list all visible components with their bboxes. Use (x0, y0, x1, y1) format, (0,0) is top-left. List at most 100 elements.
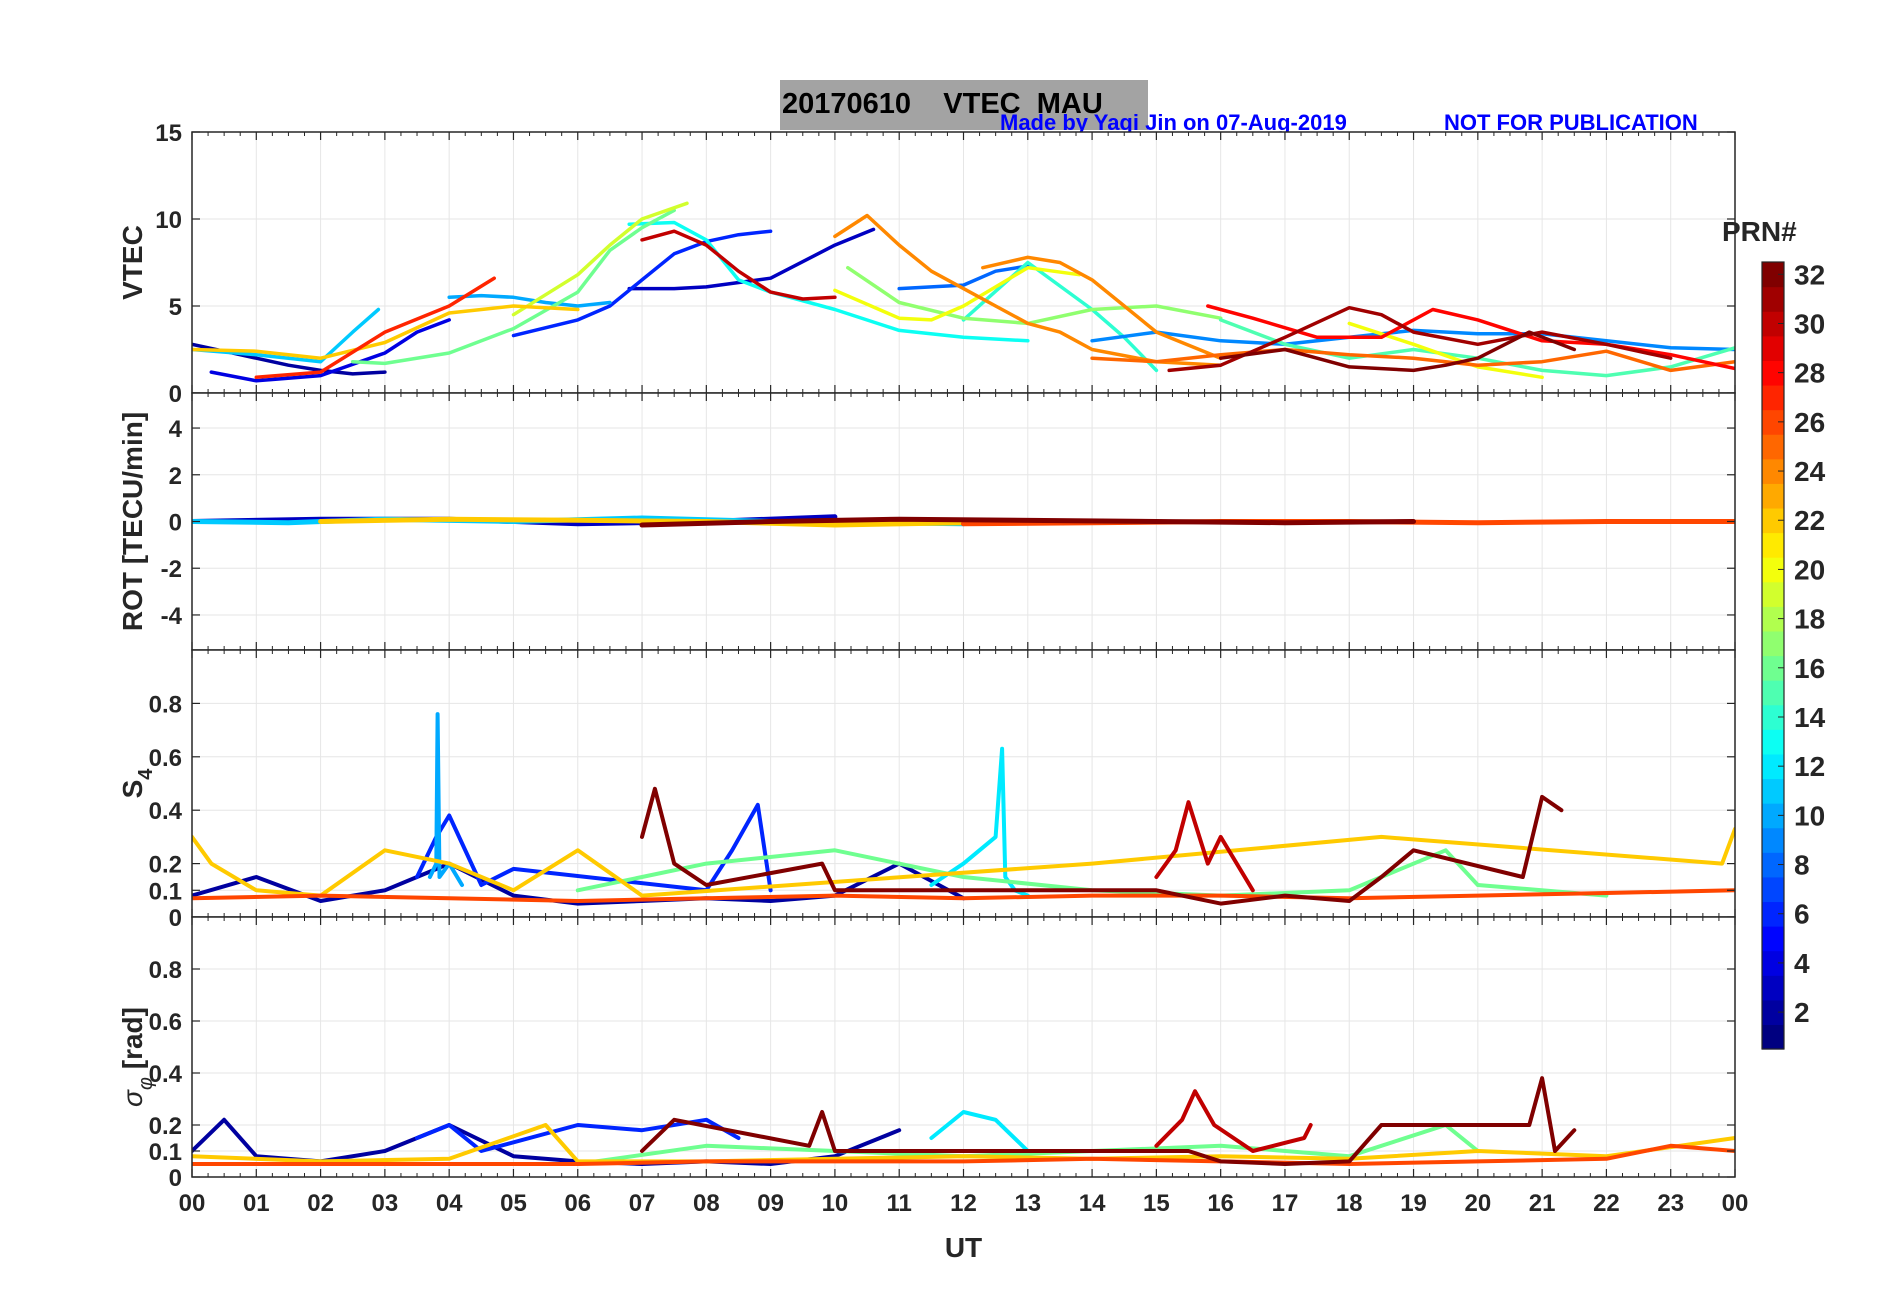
colorbar-segment-prn-28 (1762, 360, 1784, 386)
colorbar-segment-prn-7 (1762, 876, 1784, 903)
colorbar-tick-label: 20 (1794, 554, 1825, 585)
colorbar-segment-prn-17 (1762, 630, 1784, 657)
x-tick-label: 00 (1722, 1190, 1749, 1217)
y-tick-label: 0.1 (149, 878, 182, 905)
series-group (192, 201, 1735, 383)
colorbar-tick-label: 26 (1794, 407, 1825, 438)
colorbar-segment-prn-4 (1762, 950, 1784, 976)
data-series-prn-10 (427, 712, 464, 887)
data-series-prn-27 (254, 276, 496, 380)
colorbar-tick-label: 6 (1794, 899, 1810, 930)
colorbar-segment-prn-14 (1762, 704, 1784, 730)
y-axis-label-main: S (117, 780, 148, 799)
series-group (192, 514, 1735, 528)
data-series-prn-31 (1167, 305, 1673, 373)
y-tick-label: 0.6 (149, 745, 182, 772)
x-tick-label: 13 (1014, 1190, 1041, 1217)
colorbar-segment-prn-13 (1762, 729, 1784, 755)
data-series-prn-32 (640, 786, 1564, 906)
colorbar-segment-prn-15 (1762, 680, 1784, 706)
data-series-prn-26 (192, 888, 1735, 903)
colorbar-title: PRN# (1722, 216, 1797, 247)
colorbar-segment-prn-20 (1762, 557, 1784, 583)
data-series-prn-32 (1218, 330, 1577, 373)
series-group (192, 712, 1735, 906)
data-series-prn-30 (640, 229, 837, 301)
x-tick-label: 07 (629, 1190, 656, 1217)
y-tick-label: 0 (169, 381, 182, 408)
y-tick-label: 5 (169, 294, 182, 321)
colorbar-segment-prn-12 (1762, 753, 1784, 780)
data-series-prn-19 (511, 201, 689, 317)
colorbar-segment-prn-11 (1762, 778, 1784, 804)
colorbar-tick-label: 22 (1794, 505, 1825, 536)
y-axis-label: VTEC (117, 225, 148, 300)
y-axis-label-sigma: σ (117, 1089, 148, 1107)
data-series-prn-16 (350, 208, 676, 366)
colorbar-segment-prn-32 (1762, 262, 1784, 288)
data-series-prn-3 (627, 227, 876, 291)
x-tick-label: 00 (179, 1190, 206, 1217)
y-axis-label: σφ [rad] (117, 1007, 157, 1107)
y-axis-label: ROT [TECU/min] (117, 412, 148, 631)
colorbar-segment-prn-10 (1762, 803, 1784, 829)
colorbar-segment-prn-2 (1762, 999, 1784, 1026)
x-tick-label: 11 (887, 1190, 912, 1217)
figure-title: 20170610 VTEC MAU (782, 88, 1103, 121)
y-tick-label: 2 (169, 463, 182, 490)
colorbar-tick-label: 14 (1794, 702, 1826, 733)
y-tick-label: -2 (161, 556, 182, 583)
colorbar-segment-prn-27 (1762, 384, 1784, 411)
data-series-prn-10 (447, 293, 612, 308)
data-series-prn-2 (192, 1117, 902, 1166)
title-station: MAU (1036, 88, 1103, 120)
x-tick-label: 10 (822, 1190, 849, 1217)
colorbar-tick-label: 32 (1794, 259, 1825, 290)
data-series-prn-22 (192, 1123, 1735, 1164)
y-tick-label: 0.2 (149, 1113, 182, 1140)
y-tick-label: 0.8 (149, 691, 182, 718)
x-tick-label: 15 (1143, 1190, 1170, 1217)
colorbar-segment-prn-31 (1762, 286, 1784, 312)
y-tick-label: 0 (169, 1165, 182, 1192)
colorbar-tick-label: 18 (1794, 604, 1825, 635)
x-tick-label: 20 (1464, 1190, 1491, 1217)
title-date: 20170610 (782, 88, 912, 120)
data-series-prn-20 (1347, 321, 1544, 380)
panel-s4: 00.10.2 0.4 0.6 0.8 S4 (117, 649, 1736, 932)
data-series-prn-24 (981, 255, 1223, 360)
x-tick-label: 01 (243, 1190, 270, 1217)
colorbar-segment-prn-22 (1762, 507, 1784, 534)
data-series-prn-30 (1154, 1089, 1313, 1153)
data-series-prn-25 (1090, 347, 1735, 373)
colorbar-segment-prn-9 (1762, 827, 1784, 853)
colorbar-segment-prn-21 (1762, 532, 1784, 558)
colorbar-segment-prn-3 (1762, 975, 1784, 1001)
x-tick-label: 04 (436, 1190, 463, 1217)
colorbar-segment-prn-5 (1762, 926, 1784, 952)
colorbar-segment-prn-30 (1762, 311, 1784, 337)
credit-text: Made by Yaqi Jin on 07-Aug-2019 (1000, 110, 1347, 135)
colorbar-segment-prn-8 (1762, 852, 1784, 878)
x-tick-label: 21 (1529, 1190, 1556, 1217)
colorbar-frame (1761, 261, 1785, 1050)
data-series-prn-22 (192, 304, 580, 360)
data-series-prn-32 (639, 516, 1416, 528)
panel-rot: -4 -2 0 2 4 ROT [TECU/min] (117, 392, 1736, 651)
x-tick-label: 17 (1272, 1190, 1299, 1217)
x-tick-label: 16 (1207, 1190, 1234, 1217)
colorbar-tick-label: 16 (1794, 653, 1825, 684)
title-box (780, 80, 1148, 130)
data-series-prn-8 (897, 264, 1030, 291)
data-series-prn-30 (1154, 800, 1255, 893)
x-tick-label: 03 (372, 1190, 399, 1217)
colorbar-segment-prn-6 (1762, 901, 1784, 927)
colorbar-tick-label: 4 (1794, 948, 1810, 979)
y-tick-label: 4 (169, 416, 183, 443)
colorbar-segment-prn-29 (1762, 335, 1784, 361)
x-axis-label: UT (945, 1232, 982, 1263)
y-axis-label-unit: [rad] (117, 1007, 148, 1077)
x-tick-label: 23 (1657, 1190, 1684, 1217)
colorbar-tick-label: 8 (1794, 850, 1810, 881)
y-axis-label-sub: 4 (135, 768, 157, 780)
